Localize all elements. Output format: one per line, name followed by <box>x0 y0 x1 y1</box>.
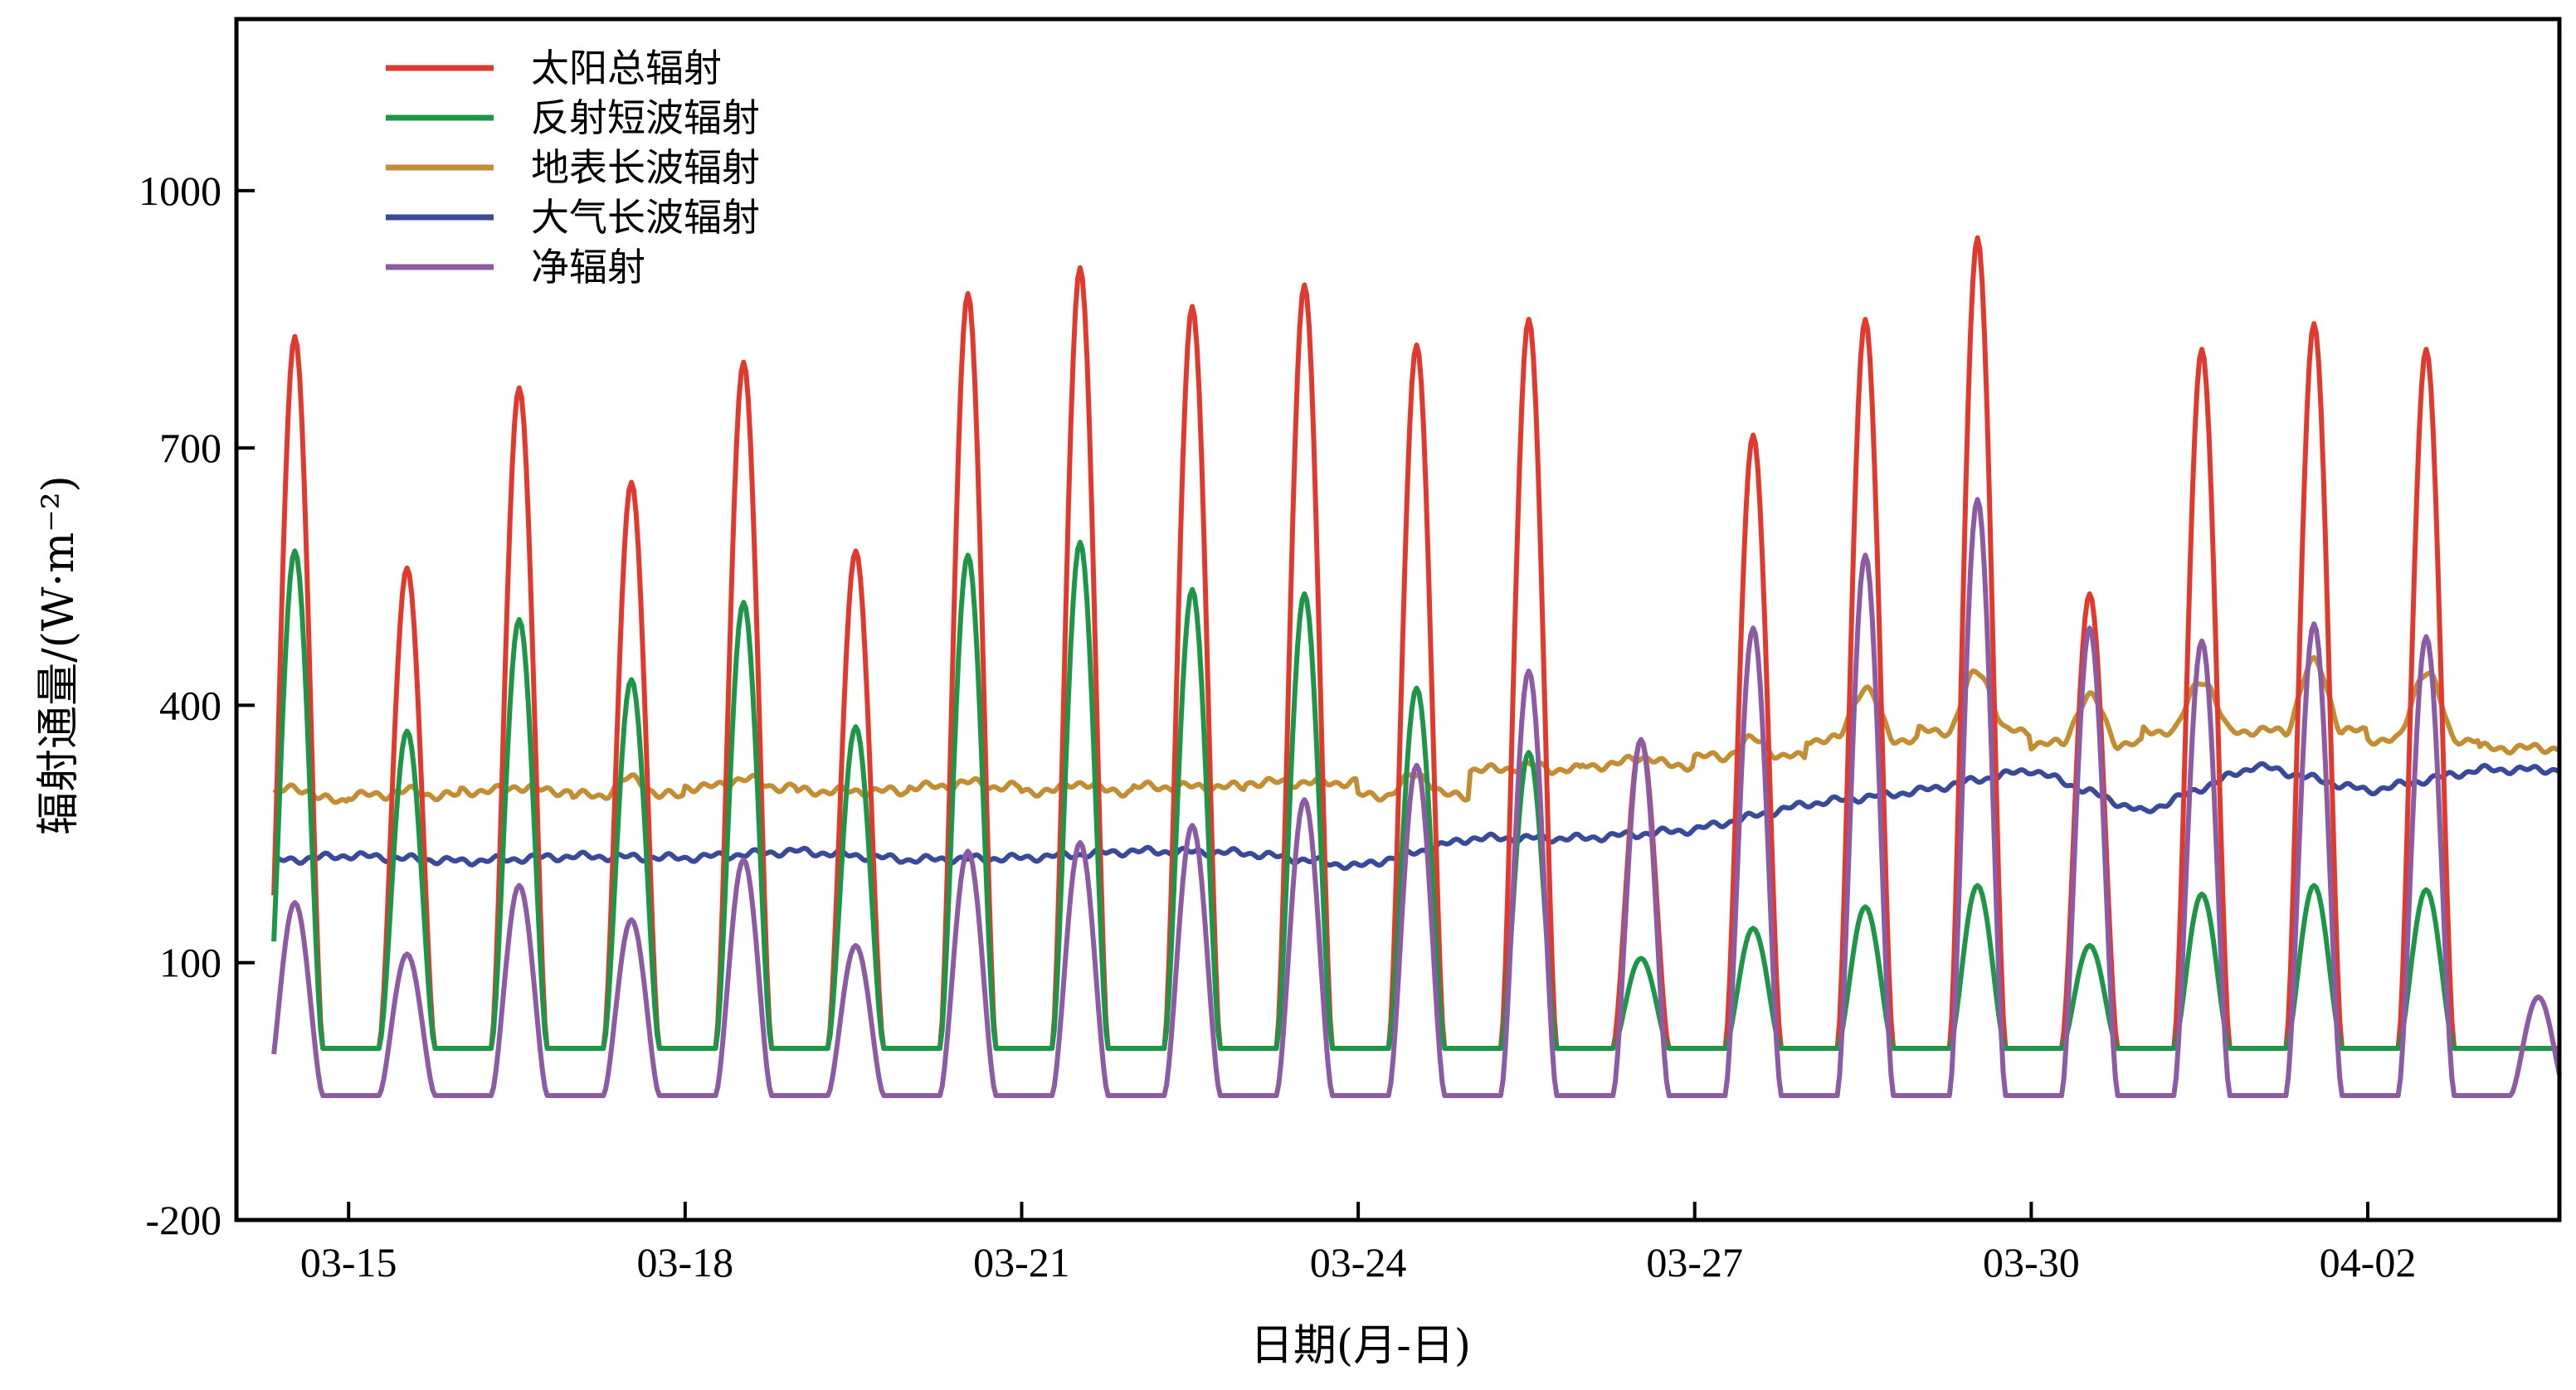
legend-label-2: 地表长波辐射 <box>531 145 760 190</box>
x-tick-label: 03-30 <box>1983 1239 2080 1286</box>
legend-label-3: 大气长波辐射 <box>531 195 760 240</box>
series-line-0 <box>271 235 2560 1052</box>
x-tick-label: 03-18 <box>637 1239 734 1286</box>
legend-label-4: 净辐射 <box>531 245 645 289</box>
x-tick-label: 03-15 <box>300 1239 397 1286</box>
x-tick-label: 03-27 <box>1646 1239 1743 1286</box>
y-tick-label: -200 <box>145 1197 222 1243</box>
x-tick-label: 03-24 <box>1310 1239 1407 1286</box>
y-tick-label: 1000 <box>139 168 222 214</box>
series-line-3 <box>273 761 2561 872</box>
legend-label-1: 反射短波辐射 <box>531 95 760 140</box>
y-axis-title: 辐射通量/(W·m⁻²) <box>34 475 84 835</box>
plot-frame <box>234 17 2562 1222</box>
y-axis: -200 100 400 700 1000 <box>139 168 255 1243</box>
y-tick-label: 400 <box>159 682 222 728</box>
series-line-4 <box>271 497 2562 1098</box>
series-line-2 <box>272 654 2561 805</box>
y-tick-label: 100 <box>159 940 222 986</box>
x-tick-label: 03-21 <box>973 1239 1070 1286</box>
y-tick-label: 700 <box>159 425 222 471</box>
legend: 太阳总辐射 反射短波辐射 地表长波辐射 大气长波辐射 净辐射 <box>386 46 760 289</box>
x-tick-label: 04-02 <box>2320 1239 2417 1286</box>
legend-label-0: 太阳总辐射 <box>531 46 722 90</box>
x-axis-title: 日期(月-日) <box>1250 1321 1471 1371</box>
series-layer <box>271 235 2562 1098</box>
x-axis: 03-15 03-18 03-21 03-24 03-27 03-30 04-02 <box>300 1202 2416 1286</box>
